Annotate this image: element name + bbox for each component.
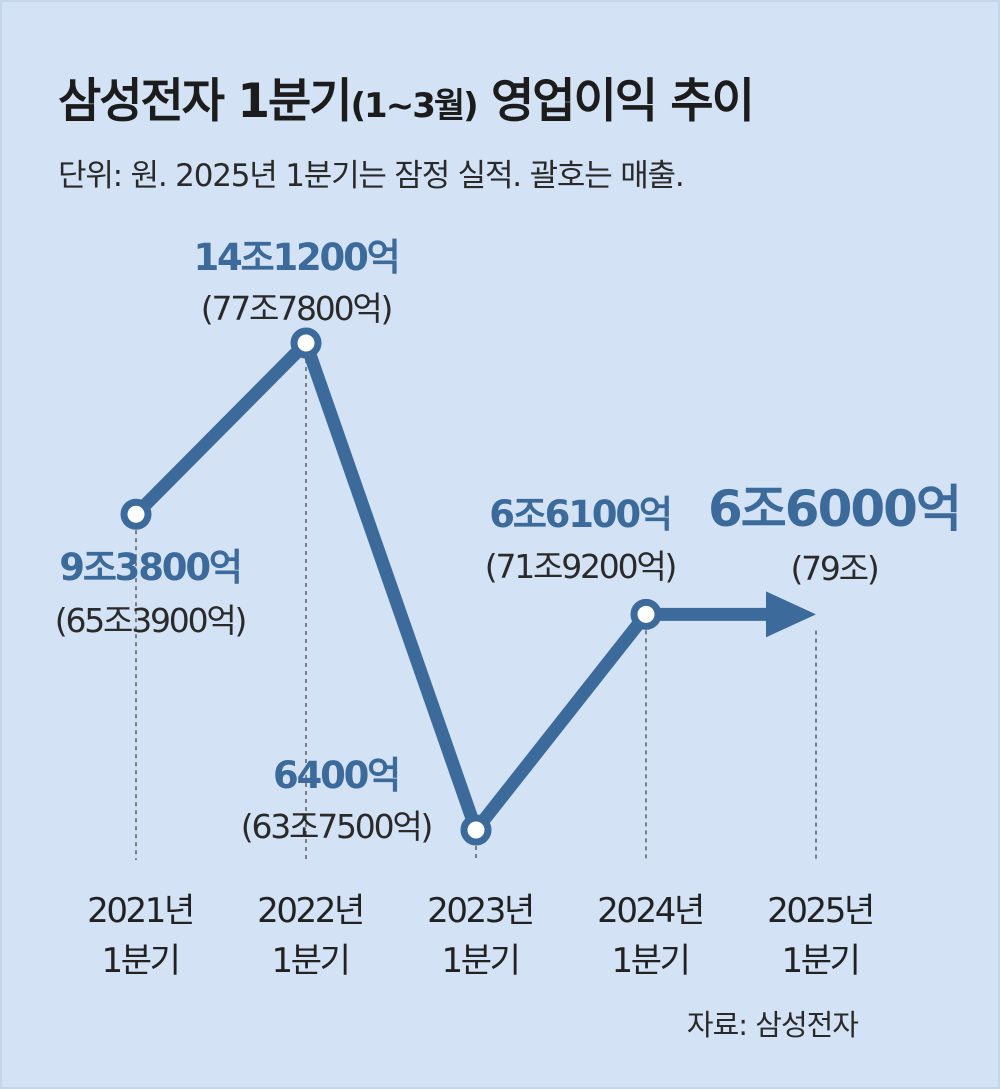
- value-label-1: 9조3800억: [59, 546, 240, 589]
- x-tick-label-year-5: 2025년: [767, 891, 873, 931]
- series-line: [129, 336, 653, 837]
- x-tick-label-quarter-1: 1분기: [102, 941, 179, 981]
- revenue-label-4: (71조9200억): [485, 547, 676, 586]
- x-tick-label-year-4: 2024년: [597, 891, 703, 931]
- data-point-2: [290, 327, 322, 359]
- data-point-4: [630, 598, 662, 630]
- revenue-label-2: (77조7800억): [201, 289, 392, 328]
- x-tick-label-quarter-3: 1분기: [442, 941, 519, 981]
- value-label-4: 6조6100억: [489, 493, 670, 536]
- x-tick-label-quarter-4: 1분기: [612, 941, 689, 981]
- x-tick-label-quarter-2: 1분기: [272, 941, 349, 981]
- x-tick-label-year-3: 2023년: [427, 891, 533, 931]
- x-tick-label-year-2: 2022년: [257, 891, 363, 931]
- value-label-2: 14조1200억: [194, 236, 399, 279]
- x-tick-label-quarter-5: 1분기: [782, 941, 859, 981]
- data-point-3: [460, 814, 492, 846]
- revenue-label-3: (63조7500억): [241, 807, 432, 846]
- value-label-5: 6조6000억: [708, 480, 960, 538]
- value-label-3: 6400억: [273, 754, 399, 797]
- chart-subtitle: 단위: 원. 2025년 1분기는 잠정 실적. 괄호는 매출.: [58, 158, 685, 194]
- preliminary-arrow-head: [766, 591, 816, 638]
- revenue-label-5: (79조): [790, 549, 877, 588]
- chart-title: 삼성전자 1분기(1~3월) 영업이익 추이: [58, 74, 755, 129]
- x-tick-label-year-1: 2021년: [87, 891, 193, 931]
- data-point-1: [120, 498, 152, 530]
- source-note: 자료: 삼성전자: [686, 1008, 859, 1042]
- revenue-label-1: (65조3900억): [55, 601, 246, 640]
